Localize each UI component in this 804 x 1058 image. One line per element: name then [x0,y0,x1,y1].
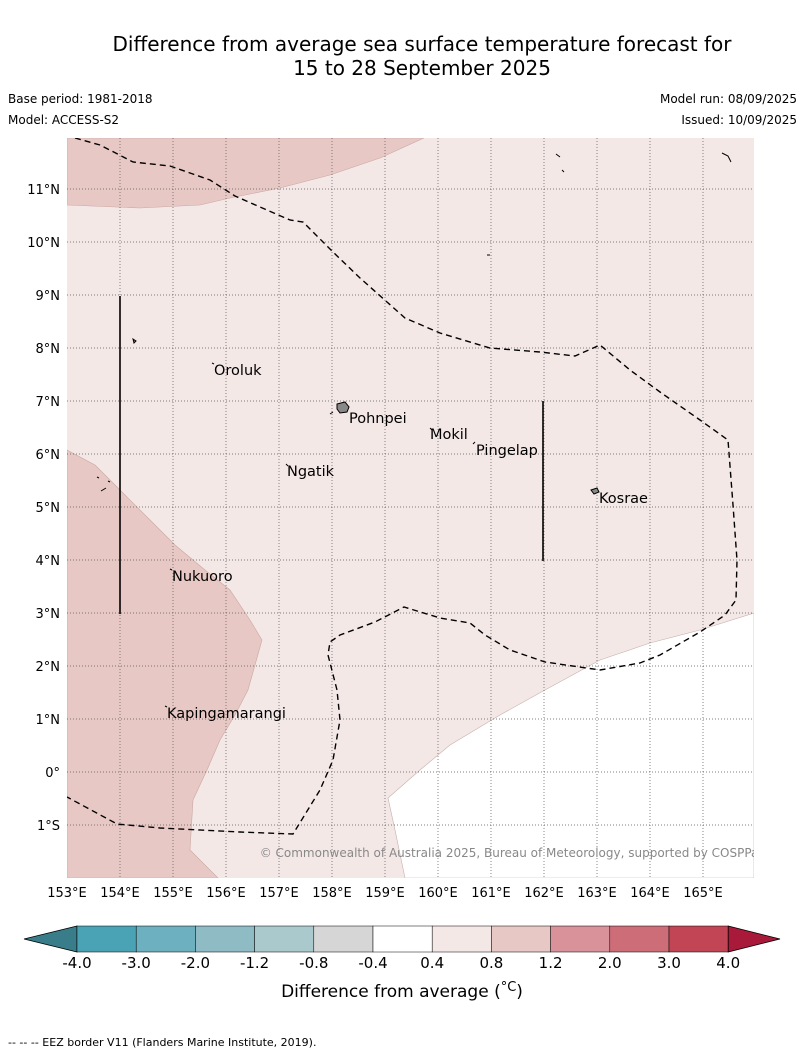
colorbar-tick-label: -0.4 [358,954,387,972]
colorbar-cell [254,925,315,953]
map-frame: Oroluk Pohnpei Mokil Pingelap Ngatik Kos… [67,138,765,878]
colorbar-cell [135,925,196,953]
colorbar-tick-label: -1.2 [240,954,269,972]
lon-tick-label: 165°E [683,886,723,901]
colorbar-extend-low [23,925,78,953]
copyright-text: © Commonwealth of Australia 2025, Bureau… [260,846,765,860]
lon-tick-label: 161°E [471,886,511,901]
colorbar-extend-high [727,925,781,953]
lat-tick-label: 1°N [36,713,61,728]
colorbar-tick-label: -4.0 [62,954,91,972]
lon-tick-label: 160°E [418,886,458,901]
ant-atoll [329,411,334,415]
colorbar-tick-label: -2.0 [181,954,210,972]
eez-footnote: -- -- -- EEZ border V11 (Flanders Marine… [8,1036,317,1049]
lat-tick-label: 8°N [36,342,61,357]
lon-tick-label: 153°E [47,886,87,901]
marshall-atoll-2 [721,152,732,163]
lat-tick-label: 6°N [36,448,61,463]
colorbar-tick-label: 3.0 [657,954,681,972]
place-kosrae: Kosrae [599,491,648,507]
lat-tick-label: 11°N [27,183,60,198]
lat-tick-label: 7°N [36,395,61,410]
place-labels: Oroluk Pohnpei Mokil Pingelap Ngatik Kos… [167,363,648,722]
map-title: Difference from average sea surface temp… [40,32,804,80]
colorbar-cell [372,925,433,953]
colorbar-tick-label: 2.0 [598,954,622,972]
colorbar-cell [491,925,551,953]
place-mokil: Mokil [430,427,468,443]
anomaly-band-darker-north [67,138,425,209]
atoll-markers [164,362,476,708]
lat-tick-label: 2°N [36,660,61,675]
lat-tick-label: 9°N [36,289,61,304]
model-name: Model: ACCESS-S2 [8,113,120,127]
model-run: Model run: 08/09/2025 [659,92,797,106]
lat-tick-label: 3°N [36,607,61,622]
small-island [132,337,137,344]
lon-tick-label: 154°E [100,886,140,901]
colorbar-tick-label: -0.8 [299,954,328,972]
lon-tick-label: 157°E [259,886,299,901]
colorbar-cell [313,925,374,953]
lon-tick-label: 162°E [524,886,564,901]
nukuoro-reef [96,476,111,492]
lat-tick-label: 10°N [27,236,60,251]
base-period: Base period: 1981-2018 [8,92,153,106]
anomaly-band-darker-south [67,449,263,878]
marshall-atoll-1 [555,153,565,173]
colorbar-tick-label: 1.2 [539,954,563,972]
lat-tick-label: 4°N [36,554,61,569]
place-pingelap: Pingelap [476,443,538,459]
colorbar-tick-label: -3.0 [122,954,151,972]
place-pohnpei: Pohnpei [349,411,407,427]
lon-tick-label: 159°E [365,886,405,901]
colorbar-cell [431,925,492,953]
place-ngatik: Ngatik [287,464,335,480]
lon-tick-label: 158°E [312,886,352,901]
lon-tick-label: 163°E [577,886,617,901]
lat-tick-label: 1°S [37,819,60,834]
place-kapingamarangi: Kapingamarangi [167,706,286,722]
eez-border [67,138,738,835]
title-line-2: 15 to 28 September 2025 [293,56,551,80]
issued-date: Issued: 10/09/2025 [681,113,797,127]
lon-tick-label: 156°E [206,886,246,901]
longitude-labels: 153°E 154°E 155°E 156°E 157°E 158°E 159°E 160°E… [47,886,723,901]
place-nukuoro: Nukuoro [172,569,233,585]
pohnpei-island [336,401,350,414]
latitude-labels: 11°N 10°N 9°N 8°N 7°N 6°N 5°N 4°N 3°N 2°N 1°N 0° 1°S [27,183,60,834]
gridlines [67,138,754,878]
colorbar-tick-label: 0.4 [420,954,444,972]
lat-tick-label: 5°N [36,501,61,516]
colorbar-tick-label: 4.0 [716,954,740,972]
lon-tick-label: 164°E [630,886,670,901]
lat-tick-label: 0° [45,766,60,781]
kosrae-island [590,487,600,495]
colorbar-cell [195,925,255,953]
colorbar-title: Difference from average (°C) [281,980,523,1002]
colorbar-cell [668,925,729,953]
place-oroluk: Oroluk [214,363,262,379]
title-line-1: Difference from average sea surface temp… [112,32,732,56]
lon-tick-label: 155°E [153,886,193,901]
islands [96,152,732,708]
colorbar-cell [609,925,670,953]
colorbar-cell [550,925,611,953]
colorbar: -4.0 -3.0 -2.0 -1.2 -0.8 -0.4 0.4 0.8 1.2 2.0 3.0 4… [23,925,781,1002]
colorbar-unit: °C [501,980,517,995]
colorbar-cell [76,925,137,953]
colorbar-tick-label: 0.8 [479,954,503,972]
